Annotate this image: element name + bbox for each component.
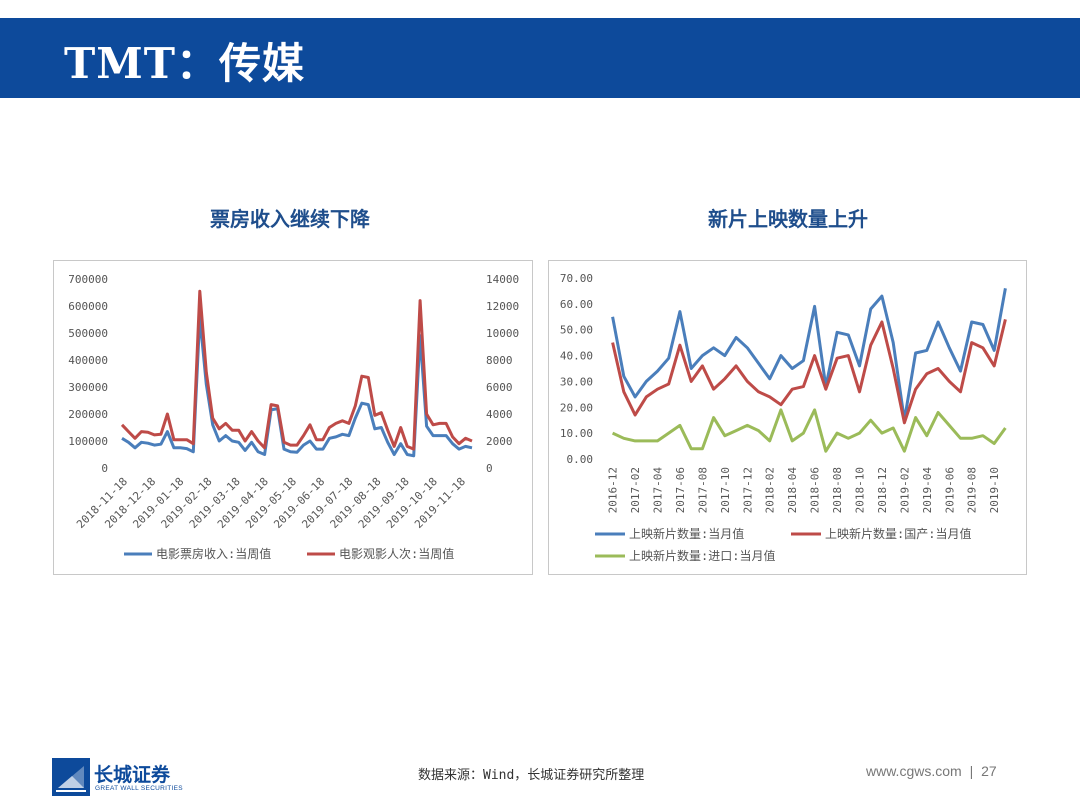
page-title: TMT：传媒: [64, 39, 305, 88]
series-line-attendance: [120, 289, 473, 451]
x-tick-label: 2018-02: [764, 467, 777, 513]
series-line-total: [611, 288, 1007, 422]
legend-label: 上映新片数量:进口:当月值: [629, 548, 775, 563]
logo-mark-icon: [52, 758, 90, 796]
x-tick-label: 2017-12: [741, 467, 754, 513]
series-line-domestic: [611, 319, 1007, 425]
logo-chinese-name: 长城证券: [94, 764, 171, 786]
y-right-tick-label: 8000: [486, 354, 513, 367]
y-tick-label: 0.00: [567, 453, 594, 466]
x-tick-label: 2018-06: [809, 467, 822, 513]
chart-2-svg: 70.00 60.00 50.00 40.00 30.00 20.00 10.00 0.00 2…: [560, 272, 1007, 563]
chart-2-panel: 70.00 60.00 50.00 40.00 30.00 20.00 10.00 0.00 2…: [548, 260, 1027, 575]
y-tick-label: 20.00: [560, 401, 593, 414]
legend-label: 电影观影人次:当周值: [339, 546, 454, 561]
data-source-note: 数据来源：Wind，长城证券研究所整理: [418, 768, 645, 783]
footer-site: www.cgws.com | 27: [866, 763, 997, 779]
chart-1-panel: 700000 600000 500000 400000 300000 200000 1000…: [53, 260, 533, 575]
y-tick-label: 40.00: [560, 350, 593, 363]
x-tick-label: 2018-12: [876, 467, 889, 513]
y-left-tick-label: 700000: [68, 273, 108, 286]
page-number: 27: [981, 763, 997, 779]
x-tick-label: 2017-04: [652, 467, 665, 514]
legend-label: 电影票房收入:当周值: [156, 546, 271, 561]
x-tick-label: 2018-08: [831, 467, 844, 513]
y-left-tick-label: 300000: [68, 381, 108, 394]
x-tick-label: 2017-08: [696, 467, 709, 513]
chart-1-title: 票房收入继续下降: [210, 207, 370, 231]
y-right-tick-label: 6000: [486, 381, 513, 394]
series-line-box-office: [121, 315, 473, 458]
legend-label: 上映新片数量:当月值: [629, 526, 744, 541]
x-tick-label: 2016-12: [607, 467, 620, 513]
y-left-tick-label: 600000: [68, 300, 108, 313]
logo-english-name: GREAT WALL SECURITIES: [95, 785, 183, 792]
y-right-tick-label: 10000: [486, 327, 519, 340]
y-right-tick-label: 0: [486, 462, 493, 475]
x-tick-label: 2019-10: [988, 467, 1001, 513]
company-logo: 长城证券 GREAT WALL SECURITIES: [52, 758, 202, 798]
x-tick-label: 2019-04: [921, 467, 934, 514]
x-tick-label: 2017-02: [629, 467, 642, 513]
x-tick-label: 2018-10: [854, 467, 867, 513]
y-right-tick-label: 12000: [486, 300, 519, 313]
y-left-tick-label: 100000: [68, 435, 108, 448]
y-left-tick-label: 500000: [68, 327, 108, 340]
footer-separator: |: [969, 763, 974, 779]
x-tick-label: 2019-02: [898, 467, 911, 513]
x-tick-label: 2019-08: [966, 467, 979, 513]
y-tick-label: 10.00: [560, 427, 593, 440]
chart-1-svg: 7000006000005000004000003000002000001000…: [68, 273, 519, 561]
header-bar: TMT：传媒: [0, 18, 1080, 98]
x-tick-label: 2017-06: [674, 467, 687, 513]
y-tick-label: 70.00: [560, 272, 593, 285]
y-tick-label: 50.00: [560, 324, 593, 337]
y-right-tick-label: 4000: [486, 408, 513, 421]
y-right-tick-label: 2000: [486, 435, 513, 448]
chart-2-title: 新片上映数量上升: [708, 207, 868, 231]
website-url[interactable]: www.cgws.com: [866, 763, 962, 779]
x-tick-label: 2019-06: [943, 467, 956, 513]
y-tick-label: 60.00: [560, 298, 593, 311]
y-left-tick-label: 200000: [68, 408, 108, 421]
series-line-imported: [611, 408, 1007, 453]
legend-label: 上映新片数量:国产:当月值: [825, 526, 971, 541]
y-right-tick-label: 14000: [486, 273, 519, 286]
x-tick-label: 2017-10: [719, 467, 732, 513]
y-tick-label: 30.00: [560, 375, 593, 388]
y-left-tick-label: 400000: [68, 354, 108, 367]
x-tick-label: 2018-04: [786, 467, 799, 514]
y-left-tick-label: 0: [101, 462, 108, 475]
